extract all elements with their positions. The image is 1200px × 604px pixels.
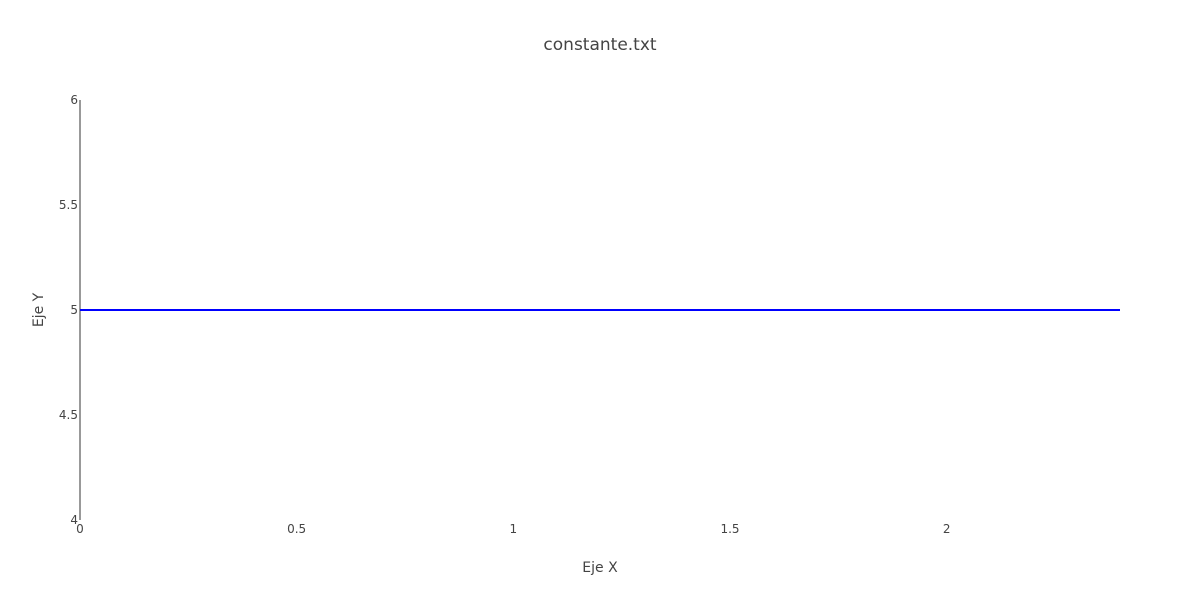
x-tick-label: 1.5 (720, 522, 739, 536)
y-ticks: 4 4.5 5 5.5 6 (59, 93, 78, 527)
x-tick-label: 2 (943, 522, 951, 536)
x-ticks: 0 0.5 1 1.5 2 (76, 522, 950, 536)
x-tick-label: 0 (76, 522, 84, 536)
y-axis-label: Eje Y (31, 292, 47, 327)
x-tick-label: 0.5 (287, 522, 306, 536)
y-tick-label: 5.5 (59, 198, 78, 212)
y-tick-label: 4 (70, 513, 78, 527)
y-tick-label: 4.5 (59, 408, 78, 422)
x-axis-label: Eje X (582, 560, 618, 576)
y-tick-label: 5 (70, 303, 78, 317)
x-tick-label: 1 (510, 522, 518, 536)
y-tick-label: 6 (70, 93, 78, 107)
chart-title: constante.txt (543, 35, 656, 55)
